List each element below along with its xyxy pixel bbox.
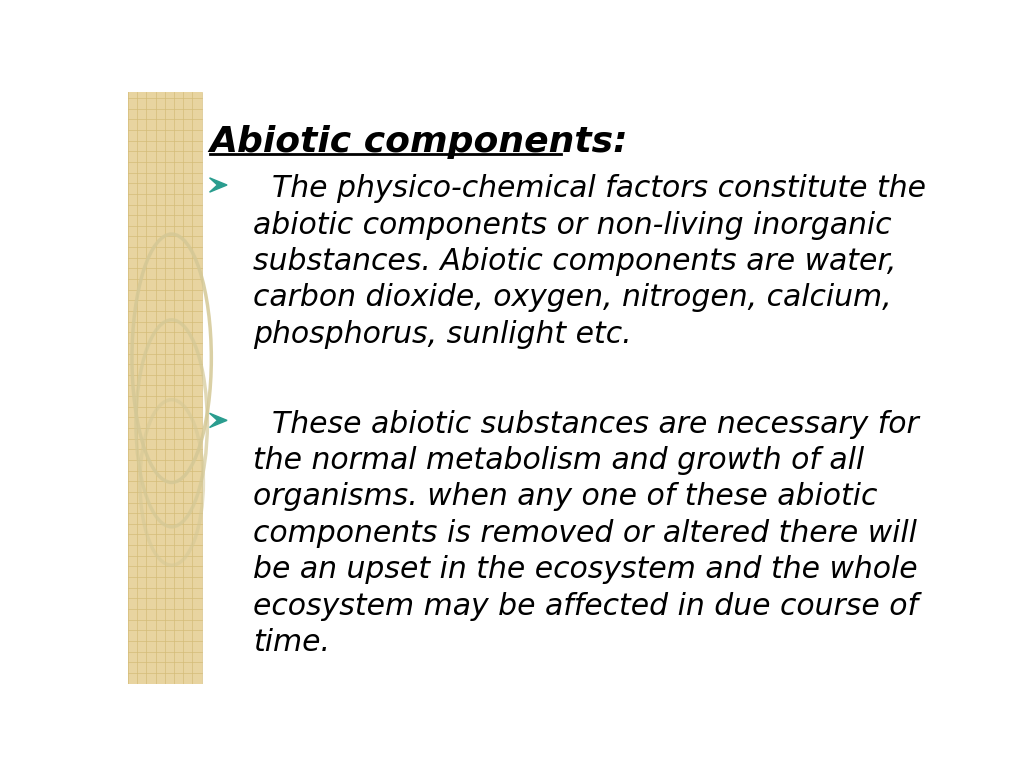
Polygon shape <box>210 178 227 192</box>
Text: Abiotic components:: Abiotic components: <box>210 124 628 159</box>
Bar <box>128 92 202 684</box>
Text: The physico-chemical factors constitute the
abiotic components or non-living ino: The physico-chemical factors constitute … <box>253 174 927 349</box>
Polygon shape <box>210 413 227 428</box>
Text: These abiotic substances are necessary for
the normal metabolism and growth of a: These abiotic substances are necessary f… <box>253 409 919 657</box>
